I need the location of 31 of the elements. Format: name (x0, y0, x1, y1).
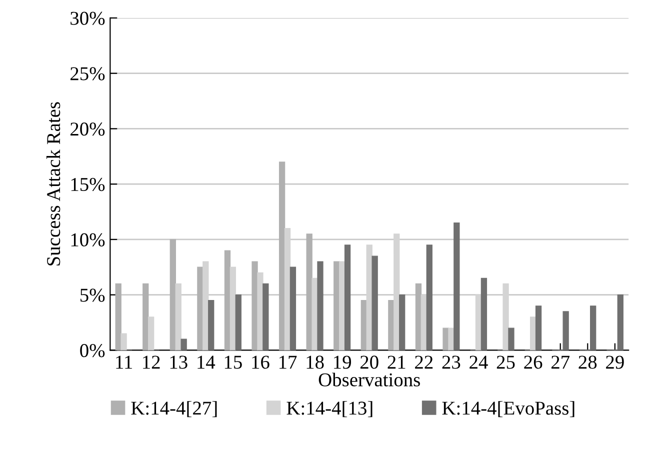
y-tick-label: 30% (70, 12, 105, 25)
legend-label: K:14-4[27] (131, 401, 217, 418)
x-tick-label: 17 (279, 356, 297, 369)
x-tick-label: 14 (198, 356, 216, 369)
y-tick-label: 20% (70, 122, 105, 136)
x-tick-label: 24 (470, 356, 488, 369)
x-tick-label: 13 (170, 356, 188, 369)
y-tick-label: 10% (71, 233, 105, 246)
x-tick-label: 23 (442, 356, 460, 369)
x-tick-label: 15 (224, 356, 242, 369)
legend-label: K:14-4[13] (286, 401, 372, 418)
legend-label: K:14-4[EvoPass] (442, 401, 574, 418)
x-tick-label: 12 (143, 356, 160, 369)
x-tick-label: 29 (606, 356, 624, 369)
x-tick-label: 25 (496, 356, 515, 369)
x-tick-label: 21 (388, 356, 406, 369)
x-tick-label: 28 (578, 356, 597, 369)
x-tick-label: 27 (551, 356, 570, 369)
x-axis-title: Observations (318, 372, 420, 386)
x-tick-label: 18 (306, 356, 324, 369)
x-tick-label: 26 (524, 356, 542, 369)
y-axis-title: Success Attack Rates (46, 102, 60, 266)
x-tick-label: 11 (116, 356, 132, 369)
y-tick-label: 25% (70, 67, 105, 80)
x-tick-label: 19 (334, 356, 351, 369)
x-tick-label: 22 (415, 356, 433, 369)
x-tick-label: 20 (360, 356, 378, 369)
y-tick-label: 15% (71, 178, 105, 192)
x-tick-label: 16 (252, 356, 270, 369)
y-tick-label: 5% (80, 288, 105, 302)
y-tick-label: 0% (80, 344, 105, 358)
